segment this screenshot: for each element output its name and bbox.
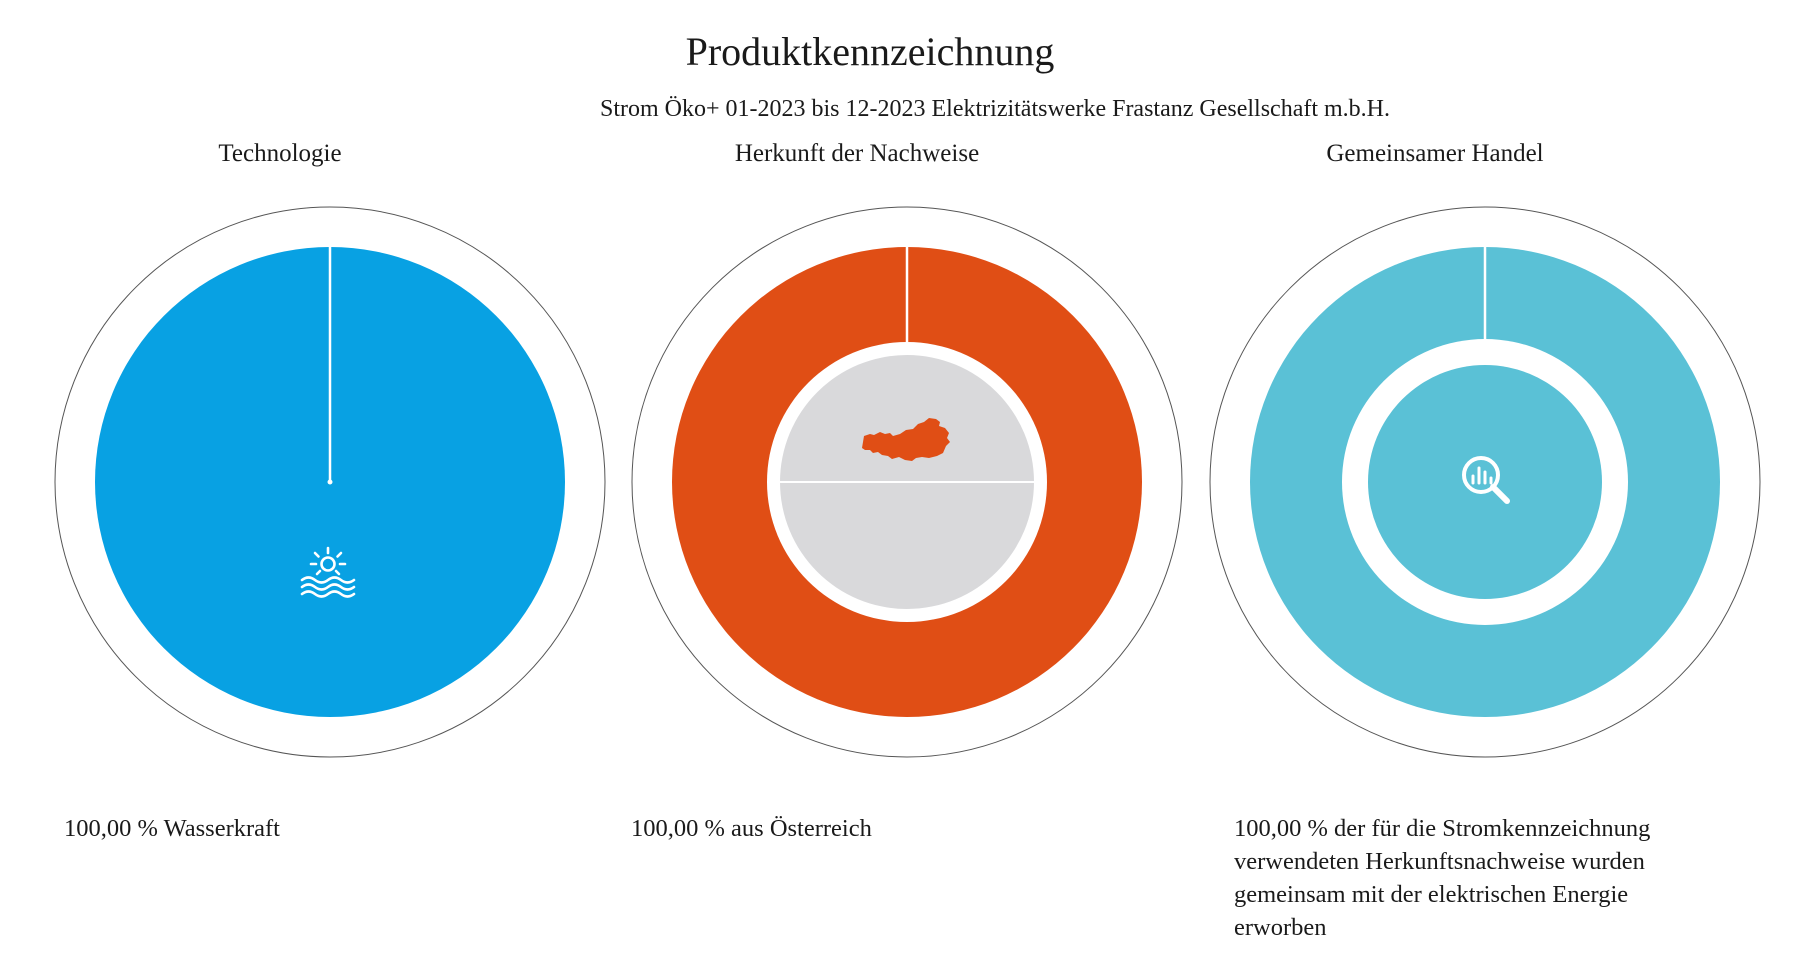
technology-caption: 100,00 % Wasserkraft <box>64 815 280 842</box>
technology-heading: Technologie <box>218 140 342 167</box>
origin-heading: Herkunft der Nachweise <box>734 140 980 167</box>
joint-trade-outer-ring <box>1209 206 1761 758</box>
joint-trade-panel: Gemeinsamer Handel 100,00 % der für die … <box>1155 0 1761 975</box>
joint-trade-heading: Gemeinsamer Handel <box>1326 140 1544 167</box>
joint-trade-caption: 100,00 % der für die Stromkennzeichnung … <box>1234 815 1651 941</box>
technology-outer-ring <box>54 206 606 758</box>
technology-panel: Technologie 100,00 % Wasserkraft <box>0 0 606 975</box>
magnifier-chart-icon <box>1462 456 1510 504</box>
austria-map-icon <box>862 418 950 461</box>
origin-outer-ring <box>631 206 1183 758</box>
origin-chart <box>631 206 1183 758</box>
origin-panel: Herkunft der Nachweise 100,00 % aus Öste… <box>577 0 1183 975</box>
technology-center-dot <box>327 479 333 485</box>
joint-trade-chart <box>1209 206 1761 758</box>
technology-chart <box>54 206 606 758</box>
hydro-power-icon <box>300 546 356 598</box>
origin-caption: 100,00 % aus Österreich <box>631 815 872 842</box>
page-subtitle: Strom Öko+ 01-2023 bis 12-2023 Elektrizi… <box>599 96 1391 122</box>
page-title: Produktkennzeichnung <box>685 29 1055 74</box>
